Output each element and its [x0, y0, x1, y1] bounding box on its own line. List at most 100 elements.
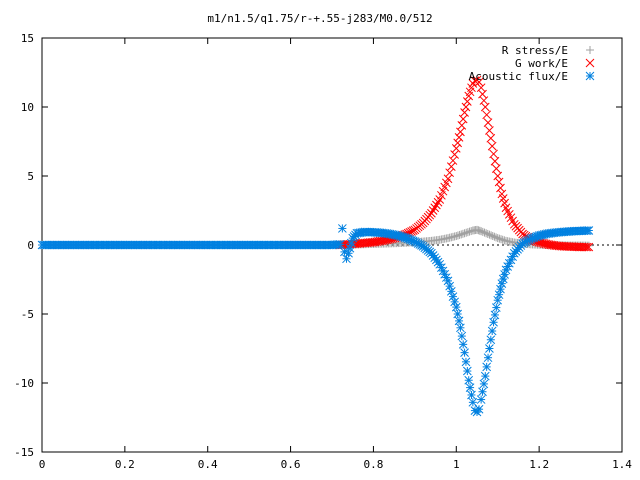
data-point	[496, 284, 505, 294]
data-point	[450, 150, 459, 159]
data-point	[446, 287, 456, 296]
data-point	[461, 357, 471, 367]
data-point	[485, 344, 494, 353]
data-point	[345, 243, 355, 253]
legend-marker	[585, 58, 595, 68]
series-layer	[37, 75, 594, 417]
data-point	[482, 110, 492, 120]
data-point	[454, 133, 464, 142]
data-point	[479, 379, 489, 389]
data-point	[453, 231, 462, 240]
data-point	[487, 231, 496, 240]
legend-marker	[586, 46, 594, 54]
data-point	[338, 224, 347, 233]
data-point	[485, 126, 494, 135]
data-point	[454, 316, 464, 326]
data-point	[492, 233, 501, 242]
data-point	[500, 236, 509, 245]
chart-title: m1/n1.5/q1.75/r-+.55-j283/M0.0/512	[207, 12, 432, 25]
data-point	[457, 230, 466, 239]
y-tick-label: 0	[27, 239, 34, 252]
data-point	[487, 141, 497, 151]
data-point	[342, 254, 351, 264]
data-point	[458, 340, 468, 349]
x-tick-label: 0.4	[198, 458, 218, 471]
data-point	[536, 238, 546, 248]
data-point	[455, 230, 464, 239]
data-point	[493, 171, 503, 181]
data-point	[493, 234, 502, 243]
x-tick-label: 0.6	[281, 458, 301, 471]
data-point	[450, 297, 459, 307]
data-point	[451, 144, 461, 153]
data-point	[458, 229, 467, 238]
data-point	[494, 177, 504, 187]
data-point	[428, 206, 438, 215]
data-point	[476, 395, 486, 404]
y-tick-label: 10	[21, 101, 34, 114]
x-tick-label: 0.2	[115, 458, 135, 471]
data-point	[483, 118, 493, 127]
data-point	[452, 232, 461, 241]
data-point	[453, 138, 463, 148]
data-point	[460, 229, 469, 238]
data-point	[465, 227, 474, 236]
data-point	[430, 203, 440, 213]
legend-label: G work/E	[515, 57, 568, 70]
data-point	[490, 232, 499, 241]
data-point	[491, 303, 501, 312]
data-point	[443, 174, 453, 184]
data-point	[486, 335, 496, 345]
data-point	[487, 326, 497, 336]
y-tick-label: -5	[21, 308, 34, 321]
data-point	[493, 295, 503, 305]
data-point	[480, 102, 490, 112]
data-point	[427, 208, 436, 218]
data-point	[445, 281, 455, 291]
data-point	[448, 292, 458, 301]
data-point	[344, 248, 353, 258]
data-point	[443, 276, 453, 286]
data-point	[335, 239, 345, 249]
data-point	[460, 348, 469, 357]
data-point	[456, 323, 465, 333]
data-point	[457, 331, 467, 341]
data-point	[581, 242, 590, 252]
legend-marker	[585, 71, 595, 81]
y-tick-label: -10	[14, 377, 34, 390]
data-point	[480, 371, 490, 381]
data-point	[445, 168, 455, 178]
data-point	[461, 102, 471, 112]
x-tick-label: 0.8	[363, 458, 383, 471]
data-point	[489, 317, 498, 327]
data-point	[346, 238, 356, 248]
data-point	[584, 226, 594, 235]
legend-label: Acoustic flux/E	[469, 70, 568, 83]
data-point	[433, 197, 443, 207]
data-point	[463, 228, 472, 237]
x-tick-label: 0	[39, 458, 46, 471]
data-point	[462, 228, 471, 237]
data-point	[477, 227, 486, 236]
data-point	[488, 232, 497, 241]
x-tick-label: 1.2	[529, 458, 549, 471]
data-point	[440, 269, 450, 279]
data-point	[474, 77, 484, 87]
y-tick-label: 5	[27, 170, 34, 183]
data-point	[451, 302, 461, 312]
data-point	[495, 234, 504, 243]
data-point	[453, 309, 463, 319]
data-point	[485, 230, 494, 239]
data-point	[432, 200, 441, 210]
data-point	[497, 235, 506, 244]
data-point	[462, 97, 472, 106]
data-point	[486, 133, 496, 143]
data-point	[474, 404, 484, 414]
data-point	[482, 362, 492, 372]
data-point	[483, 229, 492, 238]
data-point	[464, 375, 474, 385]
data-point	[582, 242, 592, 252]
data-point	[494, 290, 504, 300]
data-point	[482, 229, 491, 238]
